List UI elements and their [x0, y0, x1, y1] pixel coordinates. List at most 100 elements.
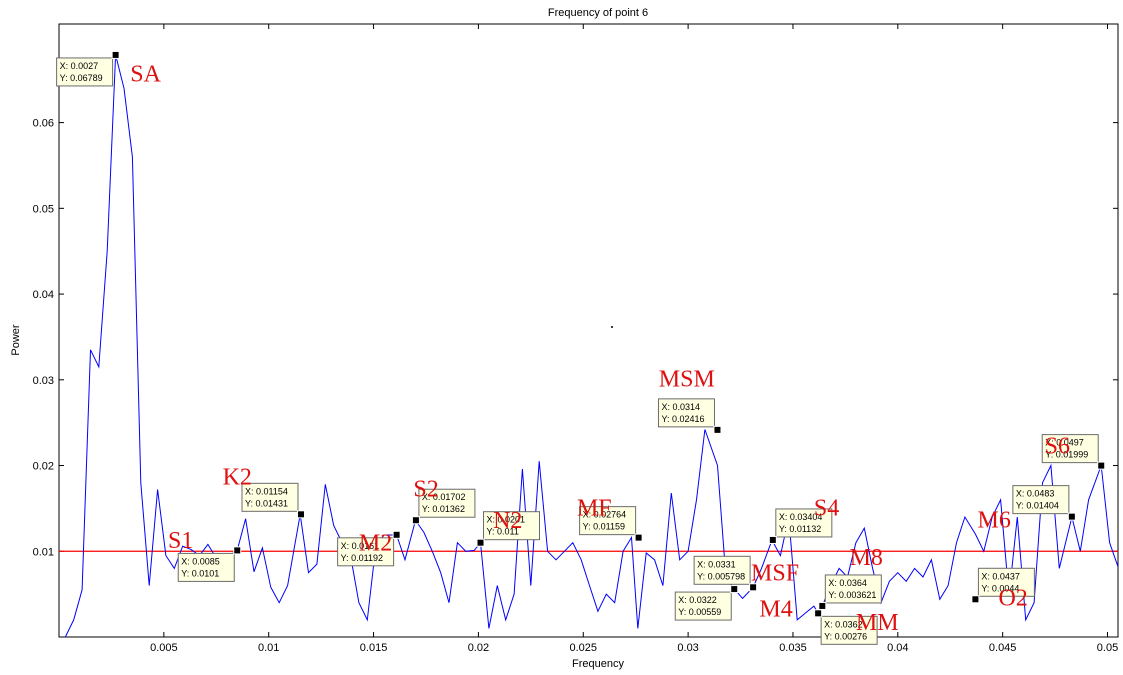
x-axis-label: Frequency [572, 658, 624, 670]
tidal-constituent-label: M2 [359, 530, 392, 556]
datatip-x-text: X: 0.01154 [245, 486, 288, 496]
datatip-y-text: Y: 0.01132 [779, 524, 821, 534]
datatip-x-text: X: 0.0201 [487, 515, 526, 525]
y-tick-label: 0.02 [33, 461, 54, 473]
datatip-marker [818, 601, 827, 610]
datatip-marker [296, 510, 305, 519]
datatip-y-text: Y: 0.0101 [181, 568, 219, 578]
tidal-constituent-label: MM [856, 610, 899, 636]
datatip-y-text: Y: 0.01159 [583, 522, 625, 532]
tidal-constituent-label: S6 [1045, 434, 1070, 460]
datatip-x-text: X: 0.01702 [422, 492, 466, 502]
datatip-box [483, 511, 541, 541]
datatip-x-text: X: 0.0437 [981, 571, 1020, 581]
y-tick-label: 0.03 [33, 375, 54, 387]
stray-point [611, 326, 613, 328]
datatip-y-text: Y: 0.01362 [422, 504, 465, 514]
tidal-constituent-label: MF [577, 495, 612, 521]
datatip-y-text: Y: 0.0044 [981, 583, 1019, 593]
datatip-x-text: X: 0.0364 [828, 578, 867, 588]
tidal-constituent-label: MSF [751, 560, 799, 586]
x-tick-label: 0.025 [569, 642, 597, 654]
datatip-marker [730, 585, 739, 594]
datatip-marker [768, 535, 777, 544]
tidal-constituent-label: N2 [493, 508, 522, 534]
datatip-y-text: Y: 0.02416 [661, 414, 704, 424]
tidal-constituent-label: S4 [814, 495, 839, 521]
datatip-box [177, 552, 235, 582]
datatip-y-text: Y: 0.011 [487, 527, 519, 537]
y-tick-label: 0.04 [33, 289, 54, 301]
datatip-marker [411, 516, 420, 525]
tidal-constituent-label: K2 [223, 464, 252, 490]
x-tick-label: 0.015 [360, 642, 388, 654]
datatip-box [1041, 434, 1099, 464]
tidal-constituent-label: MSM [659, 367, 715, 393]
y-tick-label: 0.01 [33, 546, 54, 558]
datatip-box [657, 398, 715, 428]
y-axis-label: Power [10, 324, 22, 356]
tidal-constituent-label: S1 [168, 528, 193, 554]
tidal-constituent-label: M6 [977, 507, 1010, 533]
datatip-x-text: X: 0.0161 [341, 541, 380, 551]
datatip-x-text: X: 0.0331 [697, 559, 736, 569]
datatip-x-text: X: 0.03404 [779, 512, 823, 522]
datatip-box [824, 574, 882, 604]
datatip-box [1012, 485, 1070, 515]
datatip-marker [749, 583, 758, 592]
datatip-box [418, 488, 476, 518]
datatip-box [977, 567, 1035, 597]
datatip-y-text: Y: 0.01192 [341, 553, 383, 563]
x-tick-label: 0.04 [887, 642, 908, 654]
datatip-box [775, 508, 833, 538]
datatip-marker [1097, 461, 1106, 470]
datatip-marker [1067, 512, 1076, 521]
plot-area: 0.005 0.01 0.015 0.02 0.025 0.03 0.035 0.04 0.04… [33, 23, 1119, 654]
x-tick-label: 0.05 [1097, 642, 1118, 654]
datatip-x-text: X: 0.0497 [1045, 438, 1084, 448]
x-tick-label: 0.035 [779, 642, 807, 654]
datatip-box [820, 615, 878, 645]
datatip-x-text: X: 0.02764 [583, 510, 627, 520]
datatip-marker [476, 538, 485, 547]
datatip-marker [713, 425, 722, 434]
datatip-y-text: Y: 0.005798 [697, 571, 745, 581]
tidal-constituent-label: M4 [759, 596, 792, 622]
tidal-constituent-label: O2 [998, 585, 1027, 611]
tidal-constituent-label: S2 [413, 476, 438, 502]
datatip-box [241, 482, 299, 512]
tidal-constituent-label: M8 [850, 545, 883, 571]
datatip-y-text: Y: 0.003621 [828, 590, 876, 600]
datatip-y-text: Y: 0.01999 [1045, 450, 1088, 460]
chart-title: Frequency of point 6 [548, 7, 648, 19]
datatip-x-text: X: 0.0483 [1016, 489, 1055, 499]
datatip-y-text: Y: 0.00559 [678, 607, 721, 617]
axes-box [58, 23, 1119, 638]
datatip-marker [111, 50, 120, 59]
datatip-marker [814, 609, 823, 618]
y-tick-label: 0.05 [33, 203, 54, 215]
datatip-y-text: Y: 0.01404 [1016, 501, 1059, 511]
tidal-constituent-label: SA [130, 61, 161, 87]
datatip-box [693, 555, 751, 585]
datatip-y-text: Y: 0.00276 [824, 631, 867, 641]
x-tick-label: 0.03 [677, 642, 698, 654]
datatip-marker [392, 530, 401, 539]
datatip-x-text: X: 0.0314 [661, 402, 700, 412]
datatip-y-text: Y: 0.06789 [60, 73, 103, 83]
datatip-y-text: Y: 0.01431 [245, 498, 288, 508]
datatip-box [674, 591, 732, 621]
datatip-x-text: X: 0.0362 [824, 619, 863, 629]
datatip-box [56, 57, 114, 87]
datatip-x-text: X: 0.0085 [181, 556, 220, 566]
y-tick-label: 0.06 [33, 118, 54, 130]
datatip-box [337, 537, 395, 567]
datatip-marker [971, 595, 980, 604]
datatip-marker [634, 533, 643, 542]
datatip-box [579, 506, 637, 536]
datatip-marker [233, 546, 242, 555]
datatip-x-text: X: 0.0322 [678, 595, 717, 605]
x-tick-label: 0.02 [468, 642, 489, 654]
